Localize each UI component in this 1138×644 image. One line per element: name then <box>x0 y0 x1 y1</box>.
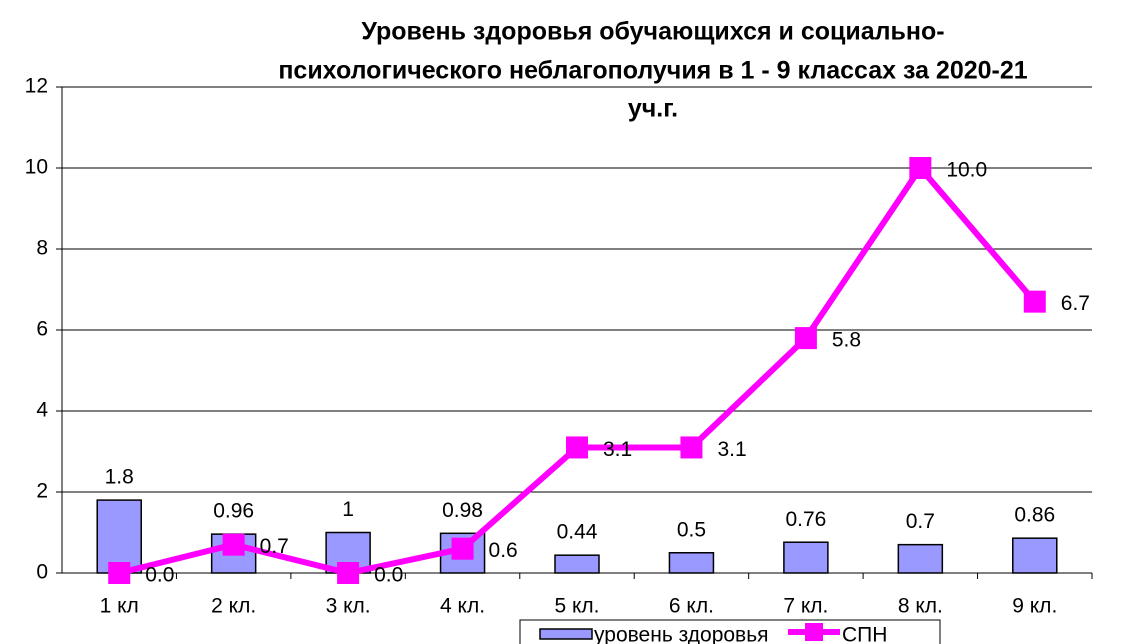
legend-swatch <box>539 628 593 640</box>
bar <box>897 543 944 574</box>
line-label: 10.0 <box>946 159 987 182</box>
legend-label: уровень здоровья <box>594 624 769 644</box>
line-marker <box>909 157 932 179</box>
y-tick-label: 2 <box>36 480 48 503</box>
x-tick-label: 7 кл. <box>783 595 828 618</box>
line-label: 0.0 <box>145 564 174 587</box>
line-label: 5.8 <box>832 329 861 352</box>
line-label: 0.7 <box>260 535 289 558</box>
bar <box>1012 537 1058 574</box>
x-tick-label: 2 кл. <box>211 595 256 618</box>
bar-label: 0.98 <box>442 499 483 522</box>
x-tick-label: 6 кл. <box>669 595 714 618</box>
x-tick-label: 8 кл. <box>898 595 943 618</box>
y-tick-label: 0 <box>36 561 48 584</box>
y-tick-label: 10 <box>25 156 48 179</box>
bar-label: 1 <box>342 498 354 521</box>
bar <box>96 499 142 574</box>
x-tick-label: 1 кл <box>100 595 139 618</box>
bar <box>668 552 715 574</box>
y-tick-label: 4 <box>36 399 48 422</box>
chart-title: психологического неблагополучия в 1 - 9 … <box>278 57 1027 85</box>
line <box>118 163 1038 577</box>
bar-label: 0.7 <box>906 510 935 533</box>
line-label: 6.7 <box>1061 292 1090 315</box>
chart-title: уч.г. <box>628 95 678 123</box>
bar-label: 1.8 <box>105 466 134 489</box>
bar <box>554 554 600 574</box>
legend-swatch <box>805 623 823 641</box>
x-tick-label: 3 кл. <box>326 595 371 618</box>
chart-title: Уровень здоровья обучающихся и социально… <box>361 18 944 46</box>
line-label: 0.0 <box>374 564 403 587</box>
line-marker <box>337 562 360 584</box>
bar-label: 0.44 <box>557 521 598 544</box>
line-marker <box>1023 290 1046 313</box>
y-tick-label: 6 <box>36 318 48 341</box>
x-tick-label: 5 кл. <box>554 595 599 618</box>
y-tick-label: 8 <box>36 237 48 260</box>
line-marker <box>222 533 245 556</box>
line-marker <box>451 537 474 560</box>
y-tick-label: 12 <box>25 75 48 98</box>
line-marker <box>680 436 703 459</box>
legend-label: СПН <box>842 624 887 644</box>
bar-label: 0.96 <box>213 500 254 523</box>
line-marker <box>108 562 131 584</box>
line-marker <box>794 327 817 350</box>
line-label: 3.1 <box>603 438 632 461</box>
bar-label: 0.86 <box>1014 504 1055 527</box>
bar <box>783 541 829 574</box>
bar-label: 0.76 <box>785 508 826 531</box>
x-tick-label: 9 кл. <box>1012 595 1057 618</box>
bar-label: 0.5 <box>677 518 706 541</box>
line-label: 0.6 <box>489 539 518 562</box>
line-marker <box>566 436 588 459</box>
x-tick-label: 4 кл. <box>440 595 485 618</box>
line-label: 3.1 <box>717 438 746 461</box>
